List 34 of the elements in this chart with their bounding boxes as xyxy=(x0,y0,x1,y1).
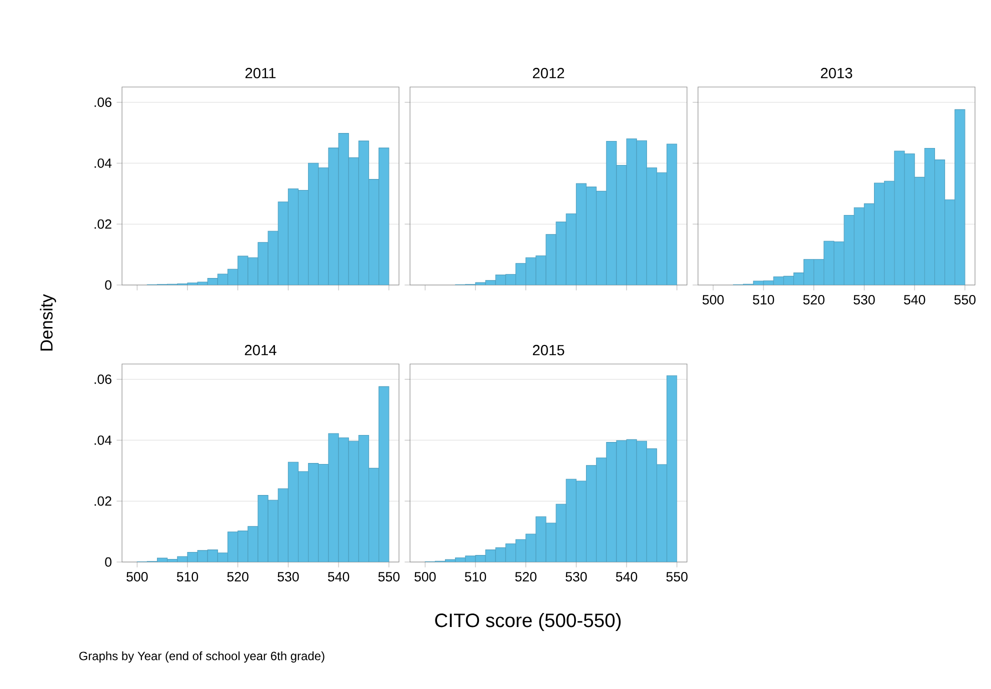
x-tick-label: 540 xyxy=(616,572,638,582)
y-tick-label: 0 xyxy=(105,280,112,290)
x-tick-label: 550 xyxy=(954,295,976,304)
chart-title: 2014 xyxy=(244,344,276,356)
chart-title: 2011 xyxy=(245,68,276,78)
x-tick-label: 530 xyxy=(854,295,875,304)
chart-title: 2013 xyxy=(820,68,852,78)
x-axis-title: CITO score (500-550) xyxy=(435,613,621,632)
x-tick-label: 500 xyxy=(414,572,436,582)
x-tick-label: 540 xyxy=(328,572,350,582)
y-axis-title: Density xyxy=(40,294,56,350)
x-tick-label: 520 xyxy=(515,572,536,582)
x-tick-label: 510 xyxy=(752,295,774,304)
x-tick-label: 500 xyxy=(126,572,148,582)
x-tick-label: 500 xyxy=(702,295,724,304)
x-tick-label: 540 xyxy=(904,295,926,304)
y-tick-label: 0 xyxy=(105,557,112,567)
text: Graphs by Year (end of school year 6th grade) xyxy=(79,651,324,663)
x-tick-label: 550 xyxy=(378,572,400,582)
x-tick-label: 510 xyxy=(176,572,198,582)
chart-title: 2012 xyxy=(532,68,564,78)
x-tick-label: 530 xyxy=(566,572,587,582)
x-tick-label: 510 xyxy=(464,572,486,582)
chart-title: 2015 xyxy=(532,344,564,356)
x-tick-label: 520 xyxy=(227,572,248,582)
x-tick-label: 530 xyxy=(278,572,299,582)
y-tick-label: .02 xyxy=(94,496,112,506)
y-tick-label: .04 xyxy=(94,435,112,445)
y-tick-label: .04 xyxy=(94,158,112,168)
y-tick-label: .02 xyxy=(94,219,112,229)
y-tick-label: .06 xyxy=(94,98,112,107)
y-tick-label: .06 xyxy=(94,374,112,384)
x-tick-label: 550 xyxy=(666,572,688,582)
x-tick-label: 520 xyxy=(803,295,824,304)
